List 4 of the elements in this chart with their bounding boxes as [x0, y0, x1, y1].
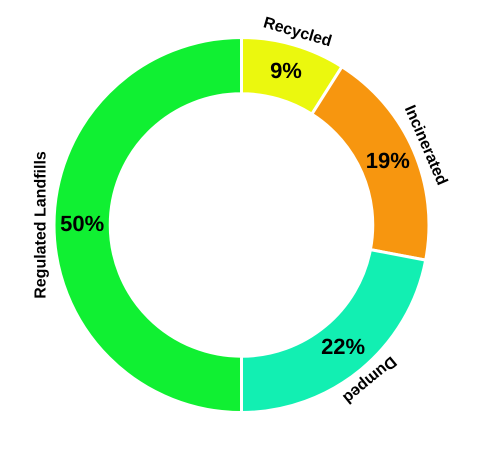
data-label: 22% [321, 334, 366, 359]
data-label: 50% [60, 211, 104, 236]
data-label: 9% [270, 58, 302, 84]
slice-label: Regulated Landfills [32, 151, 50, 299]
